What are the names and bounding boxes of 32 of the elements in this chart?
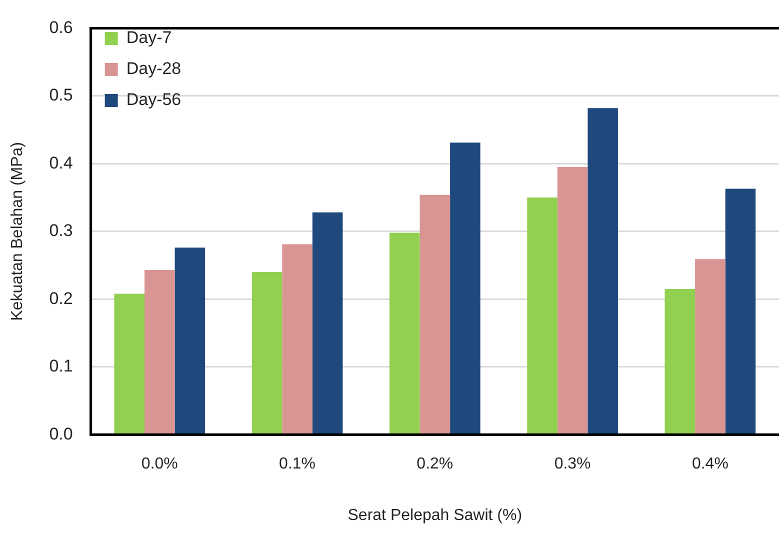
bar — [527, 198, 558, 434]
bar — [389, 232, 420, 434]
bar — [725, 188, 756, 434]
bar — [282, 244, 312, 434]
x-tick-label: 0.3% — [554, 456, 591, 473]
x-tick-label: 0.2% — [416, 456, 454, 473]
y-tick-label: 0.2 — [49, 288, 73, 308]
y-tick-label: 0.4 — [49, 153, 73, 172]
legend-label: Day-7 — [126, 28, 172, 48]
y-tick-label: 0.1 — [49, 356, 73, 376]
bar — [664, 288, 696, 434]
y-tick-label: 0.0 — [49, 424, 73, 444]
y-axis-title: Kekuatan Belahan (MPa) — [9, 142, 26, 321]
bar — [174, 248, 206, 434]
bar — [144, 270, 175, 434]
x-tick-label: 0.0% — [141, 456, 178, 473]
x-tick-label: 0.1% — [279, 456, 316, 473]
y-tick-label: 0.3 — [49, 221, 73, 240]
x-tick-label: 0.4% — [692, 456, 728, 473]
bar — [114, 294, 145, 434]
bar — [695, 259, 726, 434]
legend-label: Day-56 — [126, 90, 182, 110]
bar — [252, 272, 282, 434]
bar — [420, 194, 450, 434]
bar — [450, 142, 480, 434]
bar — [312, 212, 343, 434]
x-axis-title: Serat Pelepah Sawit (%) — [348, 506, 522, 524]
legend-label: Day-28 — [126, 59, 182, 78]
y-tick-label: 0.5 — [49, 86, 73, 105]
bar — [588, 108, 618, 434]
y-tick-label: 0.6 — [49, 18, 73, 37]
bar — [557, 167, 588, 434]
